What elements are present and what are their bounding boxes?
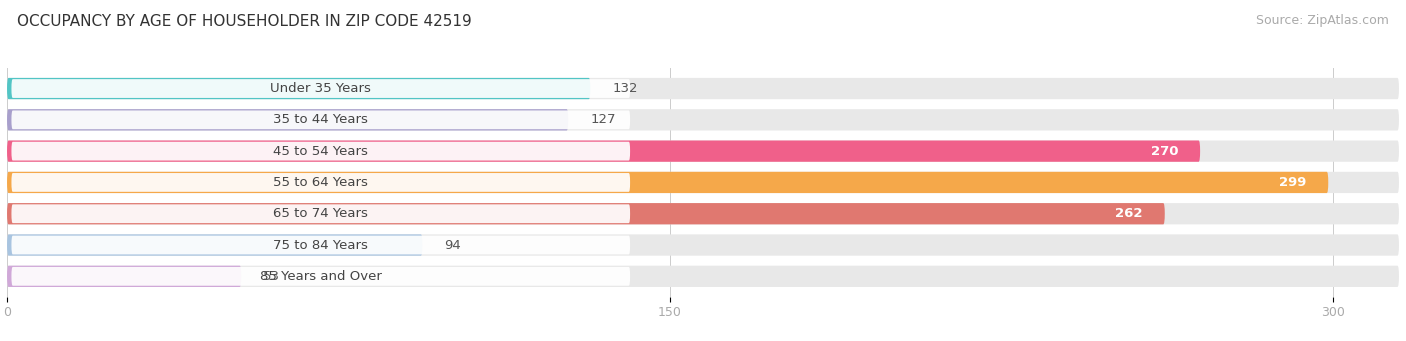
FancyBboxPatch shape [7,234,422,256]
FancyBboxPatch shape [11,236,630,254]
FancyBboxPatch shape [7,203,1164,224]
Text: OCCUPANCY BY AGE OF HOUSEHOLDER IN ZIP CODE 42519: OCCUPANCY BY AGE OF HOUSEHOLDER IN ZIP C… [17,14,471,29]
FancyBboxPatch shape [7,140,1201,162]
Text: 270: 270 [1150,145,1178,158]
FancyBboxPatch shape [7,109,568,131]
FancyBboxPatch shape [7,266,1399,287]
FancyBboxPatch shape [11,267,630,286]
Text: 75 to 84 Years: 75 to 84 Years [273,239,368,252]
FancyBboxPatch shape [7,140,1399,162]
FancyBboxPatch shape [7,234,1399,256]
FancyBboxPatch shape [11,110,630,129]
FancyBboxPatch shape [11,204,630,223]
FancyBboxPatch shape [7,109,1399,131]
Text: 55 to 64 Years: 55 to 64 Years [273,176,368,189]
FancyBboxPatch shape [7,203,1399,224]
Text: 65 to 74 Years: 65 to 74 Years [273,207,368,220]
Text: 127: 127 [591,113,616,126]
Text: 94: 94 [444,239,461,252]
FancyBboxPatch shape [11,173,630,192]
FancyBboxPatch shape [7,266,242,287]
Text: 45 to 54 Years: 45 to 54 Years [273,145,368,158]
FancyBboxPatch shape [7,78,1399,99]
FancyBboxPatch shape [11,79,630,98]
Text: 53: 53 [263,270,280,283]
FancyBboxPatch shape [7,172,1329,193]
Text: Source: ZipAtlas.com: Source: ZipAtlas.com [1256,14,1389,27]
Text: Under 35 Years: Under 35 Years [270,82,371,95]
Text: 299: 299 [1279,176,1306,189]
Text: 132: 132 [613,82,638,95]
Text: 35 to 44 Years: 35 to 44 Years [273,113,368,126]
Text: 85 Years and Over: 85 Years and Over [260,270,381,283]
Text: 262: 262 [1115,207,1143,220]
FancyBboxPatch shape [11,142,630,161]
FancyBboxPatch shape [7,172,1399,193]
FancyBboxPatch shape [7,78,591,99]
